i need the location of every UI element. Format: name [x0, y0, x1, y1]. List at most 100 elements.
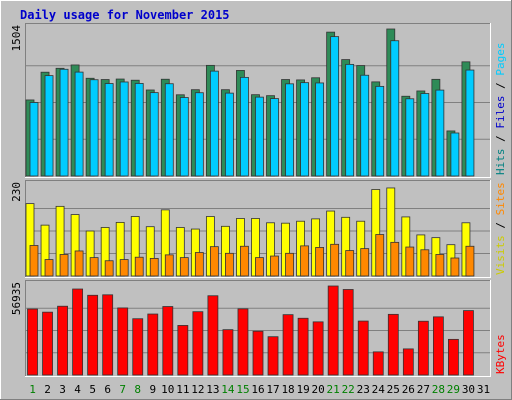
day-label-3: 3 [59, 383, 66, 396]
bar-kbytes-day-13 [207, 295, 219, 376]
day-label-31: 31 [477, 383, 490, 396]
bar-kbytes-day-16 [252, 330, 264, 376]
bar-kbytes-day-5 [87, 294, 99, 376]
bar-sites-day-9 [149, 257, 159, 277]
panel-hits: 1504 Hits / Files / Pages [10, 23, 507, 178]
bar-pages-day-15 [240, 76, 249, 177]
bar-kbytes-day-1 [27, 308, 38, 376]
bar-kbytes-day-25 [387, 313, 399, 376]
bar-pages-day-13 [209, 70, 219, 177]
bar-pages-day-28 [435, 89, 445, 177]
day-label-7: 7 [119, 383, 126, 396]
bar-pages-day-5 [89, 79, 99, 177]
bar-kbytes-day-24 [372, 351, 384, 376]
bar-pages-day-9 [149, 92, 159, 177]
bar-pages-day-8 [134, 83, 144, 177]
day-label-1: 1 [29, 383, 36, 396]
bar-pages-day-14 [225, 92, 234, 177]
bar-pages-day-19 [300, 82, 309, 177]
bar-kbytes-day-30 [463, 310, 474, 376]
day-label-24: 24 [372, 383, 386, 396]
bar-kbytes-day-17 [267, 336, 279, 376]
day-label-17: 17 [266, 383, 279, 396]
bar-pages-day-29 [450, 132, 460, 177]
bar-pages-day-10 [164, 83, 174, 177]
legend-kbytes: KBytes [494, 334, 507, 374]
bar-pages-day-21 [330, 36, 340, 177]
day-label-4: 4 [74, 383, 81, 396]
bar-sites-day-21 [330, 243, 340, 277]
bar-kbytes-day-19 [297, 317, 309, 376]
legend-entry: / [494, 215, 507, 235]
bar-kbytes-day-12 [192, 311, 204, 376]
bar-kbytes-day-8 [132, 318, 144, 376]
bar-kbytes-day-4 [72, 288, 84, 376]
day-label-20: 20 [312, 383, 325, 396]
bar-sites-day-10 [164, 254, 174, 277]
bar-sites-day-4 [74, 250, 84, 277]
day-label-26: 26 [402, 383, 415, 396]
bar-kbytes-day-26 [402, 348, 414, 376]
bar-pages-day-2 [44, 75, 54, 177]
day-label-15: 15 [236, 383, 249, 396]
legend-entry: Visits [494, 235, 507, 275]
bar-sites-day-11 [179, 257, 189, 277]
bar-kbytes-day-3 [57, 305, 68, 376]
day-label-30: 30 [462, 383, 475, 396]
bar-sites-day-25 [390, 241, 400, 277]
bar-kbytes-day-20 [312, 321, 324, 376]
bar-pages-day-6 [104, 83, 114, 177]
legend-entry: Hits [494, 149, 507, 176]
bar-pages-day-7 [119, 81, 129, 177]
legend-hits: Hits / Files / Pages [494, 43, 507, 176]
day-label-14: 14 [221, 383, 235, 396]
day-label-13: 13 [206, 383, 219, 396]
bar-kbytes-day-7 [117, 307, 129, 376]
day-label-19: 19 [296, 383, 309, 396]
bar-sites-day-18 [285, 252, 294, 277]
bar-kbytes-day-6 [102, 294, 114, 376]
bar-kbytes-day-23 [357, 320, 369, 376]
bar-sites-day-26 [405, 246, 415, 277]
bar-pages-day-12 [194, 92, 204, 177]
bar-sites-day-13 [209, 246, 219, 277]
bar-pages-day-23 [360, 74, 370, 177]
day-label-8: 8 [134, 383, 141, 396]
day-label-5: 5 [89, 383, 96, 396]
day-label-10: 10 [161, 383, 174, 396]
bar-sites-day-7 [119, 259, 129, 277]
bar-pages-day-30 [465, 69, 475, 177]
bar-sites-day-16 [255, 257, 264, 277]
y-max-label-visits: 230 [10, 182, 23, 202]
bar-pages-day-27 [420, 93, 430, 177]
bar-pages-day-16 [255, 96, 264, 177]
panel-kbytes: 56935 KBytes [10, 280, 507, 377]
day-label-6: 6 [104, 383, 111, 396]
y-max-label-hits: 1504 [10, 25, 23, 52]
day-label-9: 9 [149, 383, 156, 396]
day-label-27: 27 [417, 383, 430, 396]
legend-entry: / [494, 76, 507, 96]
day-label-25: 25 [387, 383, 400, 396]
day-label-2: 2 [44, 383, 51, 396]
bar-kbytes-day-29 [448, 338, 459, 376]
bar-pages-day-26 [405, 98, 415, 177]
bar-pages-day-1 [29, 102, 39, 177]
legend-entry: Pages [494, 43, 507, 76]
bar-sites-day-22 [345, 250, 355, 277]
bar-pages-day-22 [345, 63, 355, 177]
bar-sites-day-15 [240, 245, 249, 277]
bar-sites-day-14 [225, 252, 234, 277]
legend-entry: KBytes [494, 334, 507, 374]
day-label-28: 28 [432, 383, 445, 396]
bar-kbytes-day-9 [147, 313, 159, 376]
bar-kbytes-day-27 [417, 320, 429, 376]
bar-kbytes-day-11 [177, 325, 189, 376]
bar-pages-day-4 [74, 71, 84, 177]
bar-pages-day-18 [285, 83, 294, 177]
bar-kbytes-day-18 [282, 314, 294, 376]
bar-pages-day-20 [315, 82, 325, 177]
panel-visits: 230 Visits / Sites [10, 180, 507, 278]
bar-pages-day-17 [270, 98, 279, 177]
